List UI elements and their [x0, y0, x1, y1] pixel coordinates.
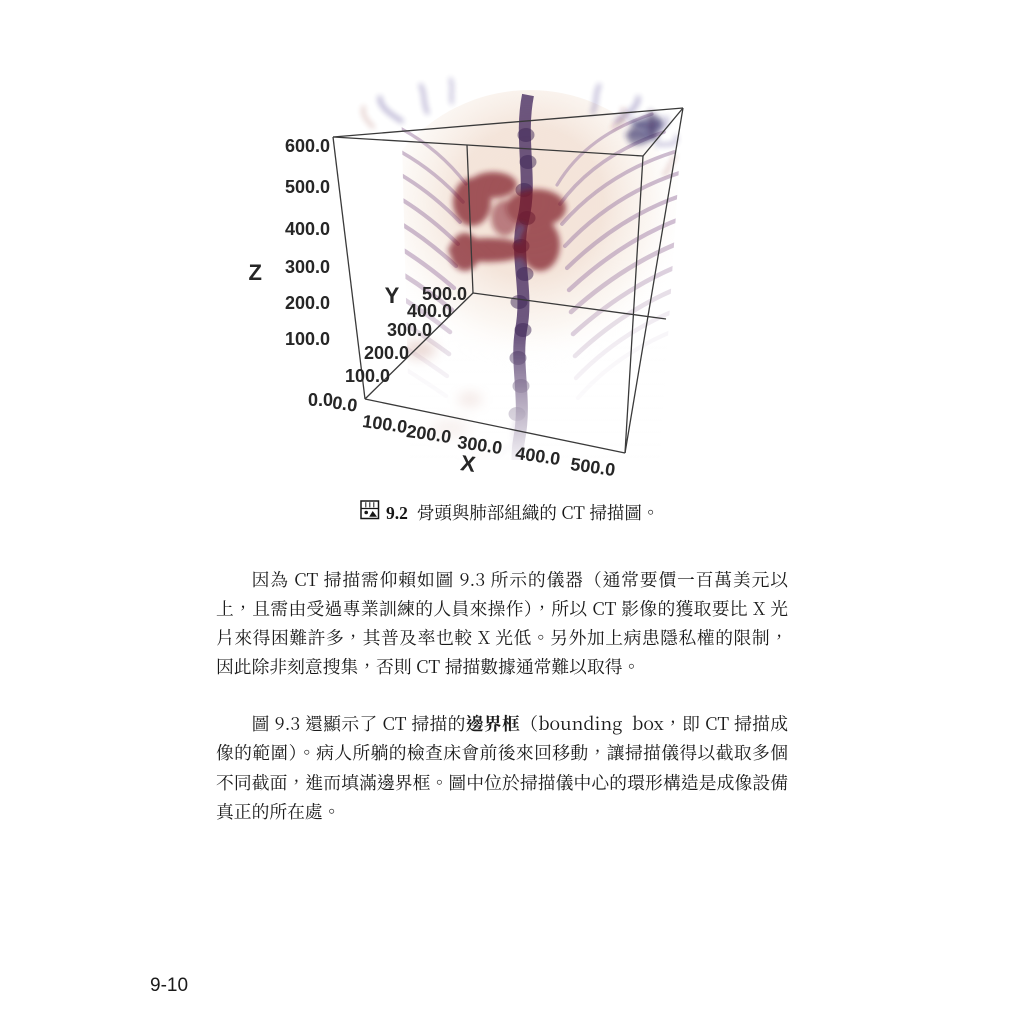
- svg-text:300.0: 300.0: [387, 320, 432, 340]
- svg-text:Y: Y: [385, 283, 400, 308]
- svg-text:400.0: 400.0: [407, 301, 452, 321]
- svg-text:Z: Z: [249, 260, 262, 285]
- svg-text:100.0: 100.0: [345, 366, 390, 386]
- svg-text:500.0: 500.0: [422, 284, 467, 304]
- svg-text:500.0: 500.0: [285, 177, 330, 197]
- svg-text:200.0: 200.0: [285, 293, 330, 313]
- svg-text:100.0: 100.0: [285, 329, 330, 349]
- svg-text:0.0: 0.0: [331, 392, 359, 415]
- svg-text:X: X: [459, 450, 477, 477]
- svg-text:0.0: 0.0: [308, 390, 333, 410]
- svg-text:100.0: 100.0: [361, 411, 408, 437]
- svg-text:300.0: 300.0: [285, 257, 330, 277]
- svg-text:600.0: 600.0: [285, 136, 330, 156]
- svg-text:200.0: 200.0: [364, 343, 409, 363]
- svg-text:400.0: 400.0: [285, 219, 330, 239]
